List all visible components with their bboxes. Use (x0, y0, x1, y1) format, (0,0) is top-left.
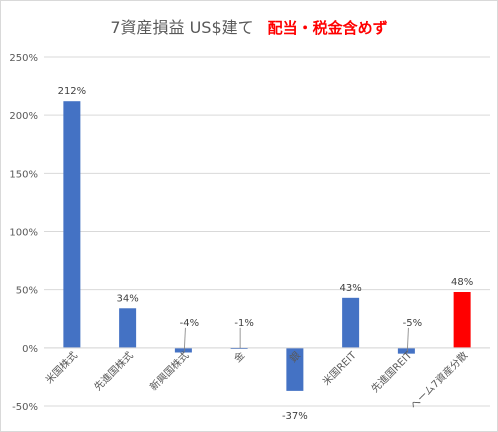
bar (63, 101, 81, 348)
bar (230, 347, 248, 349)
data-label: 212% (58, 86, 87, 97)
leader-line (406, 327, 409, 353)
bar (397, 347, 415, 354)
data-label: -37% (282, 411, 308, 422)
x-tick-label: 米国REIT (320, 348, 360, 388)
bar (174, 347, 192, 353)
x-tick-label: 新興国株式 (147, 349, 192, 394)
y-tick-label: -50% (12, 402, 38, 413)
data-label: 48% (451, 277, 473, 288)
y-tick-label: 150% (9, 169, 38, 180)
leader-line (183, 327, 186, 352)
data-label: -5% (403, 318, 422, 329)
data-label: 43% (340, 283, 362, 294)
bar (342, 297, 360, 348)
chart-subtitle: 配当・税金含めず (267, 19, 388, 37)
y-tick-label: 250% (9, 53, 38, 64)
bar (119, 308, 137, 348)
data-label: 34% (117, 293, 139, 304)
y-tick-label: 0% (22, 344, 38, 355)
y-tick-label: 100% (9, 228, 38, 239)
chart-title: 7資産損益 US$建て (110, 18, 254, 37)
data-label: -4% (180, 318, 199, 329)
y-tick-label: 50% (16, 286, 38, 297)
bar (286, 347, 304, 391)
y-tick-label: 200% (9, 111, 38, 122)
x-tick-label: 先進国株式 (91, 349, 136, 394)
x-tick-label: へーム7資産分散 (407, 349, 470, 412)
x-tick-label: 先進国REIT (369, 349, 415, 395)
x-tick-label: 金 (231, 349, 247, 365)
bar (453, 291, 471, 348)
chart-title-row: 7資産損益 US$建て 配当・税金含めず (0, 14, 498, 40)
x-tick-label: 米国株式 (43, 349, 80, 386)
data-label: -1% (234, 318, 253, 329)
